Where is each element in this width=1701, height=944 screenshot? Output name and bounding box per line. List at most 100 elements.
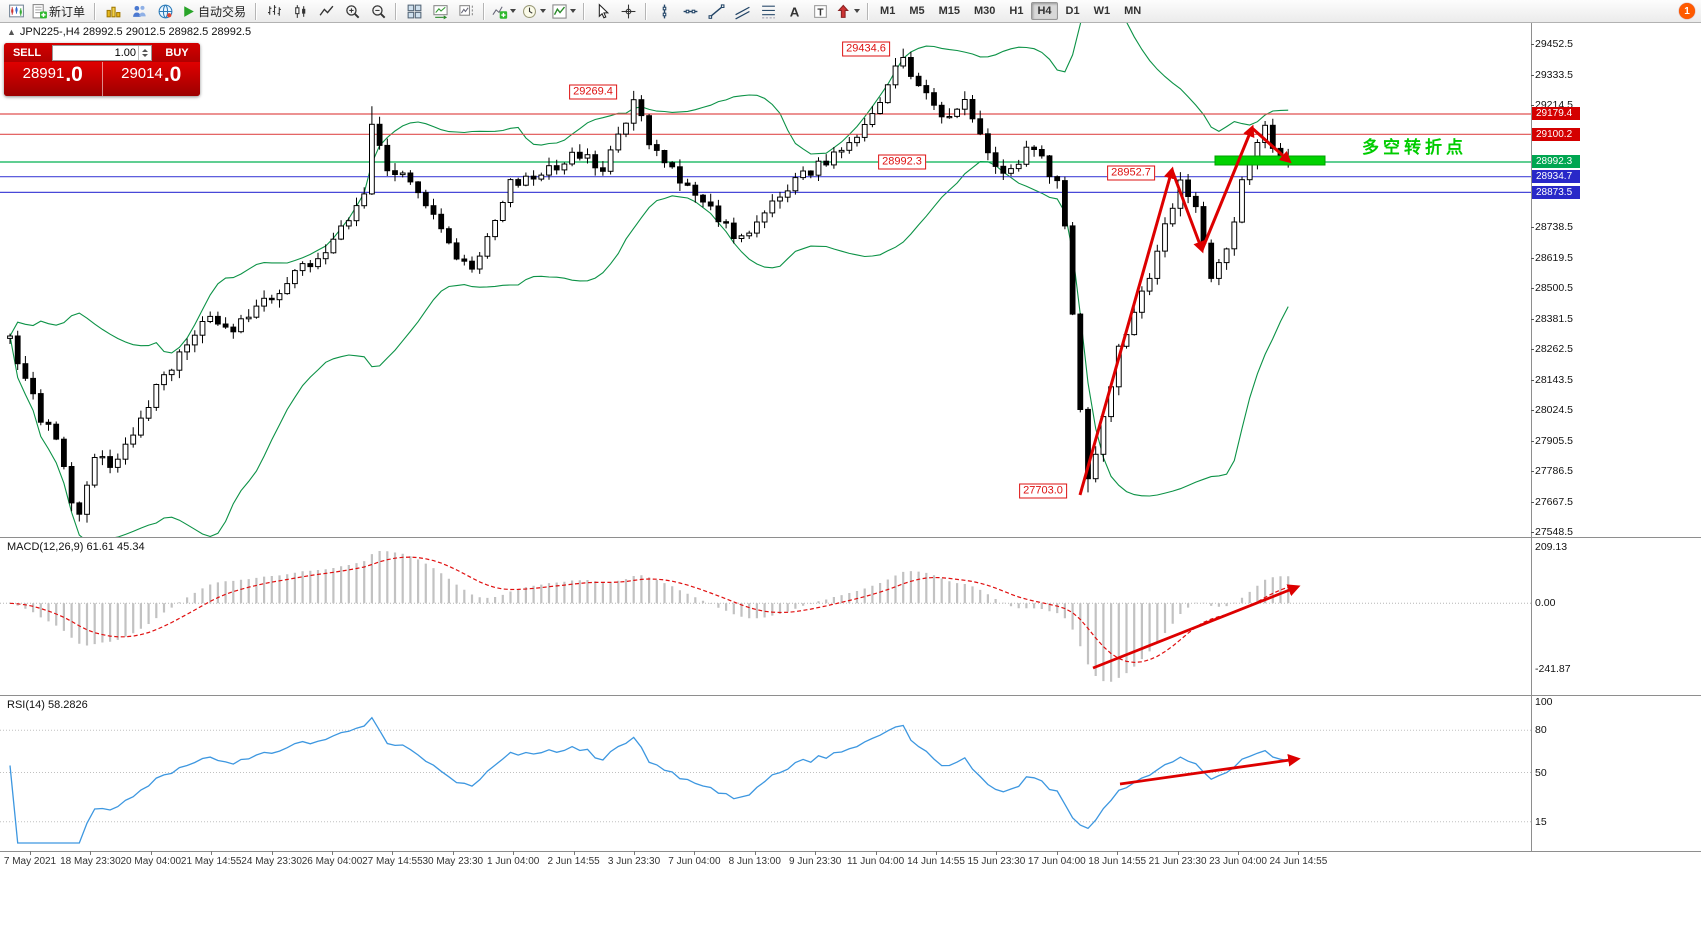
turning-point-annotation[interactable]: 多空转折点 — [1362, 138, 1467, 157]
trade-panel-divider — [101, 62, 103, 96]
zoom-out-button[interactable] — [365, 0, 391, 22]
price-callout-label[interactable]: 28992.3 — [878, 154, 926, 170]
notification-badge[interactable]: 1 — [1679, 3, 1695, 19]
price-axis-tick-mark — [1531, 319, 1534, 320]
time-axis-tick-mark — [90, 851, 92, 855]
time-axis-label: 2 Jun 14:55 — [547, 856, 600, 867]
horizontal-level-lines[interactable] — [0, 113, 1531, 193]
market-watch-button[interactable] — [100, 0, 126, 22]
rsi-trend-arrow[interactable] — [1119, 753, 1301, 786]
svg-text:A: A — [789, 4, 799, 19]
shapes-dropdown-icon[interactable] — [854, 9, 861, 13]
price-axis-tick: 29333.5 — [1535, 68, 1573, 81]
rsi-panel-resize-handle[interactable] — [0, 695, 1701, 696]
price-axis-border — [1531, 23, 1532, 851]
market-watch-icon — [105, 3, 122, 20]
new-order-button[interactable]: 新订单 — [29, 0, 90, 22]
crosshair-icon — [620, 3, 637, 20]
timeframe-m15-button[interactable]: M15 — [938, 5, 960, 17]
timeframe-m5-button[interactable]: M5 — [909, 5, 925, 17]
price-callout-label[interactable]: 28952.7 — [1107, 165, 1155, 181]
one-click-trade-panel[interactable]: SELL 1.00 BUY 28991.0 29014.0 — [4, 43, 200, 96]
buy-label[interactable]: BUY — [165, 46, 189, 59]
chart-window-button[interactable] — [3, 0, 29, 22]
price-axis-tick: 28738.5 — [1535, 221, 1573, 233]
sell-price-button[interactable]: 28991.0 — [4, 62, 102, 96]
price-callout-label[interactable]: 27703.0 — [1019, 483, 1067, 499]
time-axis-label: 24 May 23:30 — [241, 856, 302, 867]
spinner-up-icon[interactable] — [141, 48, 148, 52]
spinner-down-icon[interactable] — [141, 53, 148, 57]
trade-panel-toggle[interactable]: ▲ — [7, 27, 16, 37]
bar-chart-icon — [266, 3, 283, 20]
periods-dropdown-icon[interactable] — [540, 9, 547, 13]
fibonacci-button[interactable] — [755, 0, 781, 22]
rsi-axis-tick: 50 — [1535, 766, 1547, 779]
buy-price-button[interactable]: 29014.0 — [103, 62, 201, 96]
price-axis-tick-mark — [1531, 471, 1534, 472]
sell-label[interactable]: SELL — [12, 46, 42, 59]
indicators-button[interactable] — [549, 0, 579, 22]
chart-shift-icon — [458, 3, 475, 20]
bar-chart-button[interactable] — [261, 0, 287, 22]
timeframe-m30-button[interactable]: M30 — [974, 5, 996, 17]
macd-panel-canvas[interactable] — [0, 538, 1531, 695]
tile-windows-button[interactable] — [401, 0, 427, 22]
toolbar-separator — [645, 2, 648, 20]
cursor-button[interactable] — [589, 0, 615, 22]
channel-button[interactable] — [729, 0, 755, 22]
time-axis-label: 9 Jun 23:30 — [789, 856, 842, 867]
vertical-line-button[interactable] — [651, 0, 677, 22]
volume-value: 1.00 — [114, 46, 136, 59]
horizontal-line-button[interactable] — [677, 0, 703, 22]
timeframe-h4-button[interactable]: H4 — [1031, 2, 1058, 20]
candle-chart-button[interactable] — [287, 0, 313, 22]
rsi-axis-tick: 15 — [1535, 815, 1547, 828]
community-button[interactable] — [152, 0, 178, 22]
toolbar-separator — [94, 2, 97, 20]
macd-indicator-label: MACD(12,26,9) 61.61 45.34 — [7, 541, 145, 553]
new-chart-button[interactable] — [489, 0, 519, 22]
indicators-dropdown-icon[interactable] — [570, 9, 577, 13]
line-chart-button[interactable] — [313, 0, 339, 22]
volume-spinner[interactable] — [138, 45, 150, 60]
timeframe-m1-button[interactable]: M1 — [880, 5, 896, 17]
level-price-label: 28934.7 — [1532, 170, 1580, 184]
price-callout-label[interactable]: 29269.4 — [569, 84, 617, 100]
trend-arrows[interactable] — [1078, 124, 1292, 496]
new-order-label: 新订单 — [49, 4, 86, 19]
time-axis-tick-mark — [211, 851, 213, 855]
macd-trend-arrow[interactable] — [1092, 584, 1301, 670]
label-tool-button[interactable]: T — [807, 0, 833, 22]
auto-scroll-icon — [432, 3, 449, 20]
candle-chart-icon — [292, 3, 309, 20]
macd-panel-resize-handle[interactable] — [0, 537, 1701, 538]
price-callout-label[interactable]: 29434.6 — [842, 41, 890, 57]
price-axis-tick: 28143.5 — [1535, 373, 1573, 386]
level-price-label: 29179.4 — [1532, 107, 1580, 121]
crosshair-button[interactable] — [615, 0, 641, 22]
autotrade-button[interactable]: 自动交易 — [178, 0, 251, 22]
new-chart-dropdown-icon[interactable] — [510, 9, 517, 13]
buy-price-frac: .0 — [163, 63, 182, 86]
periods-button[interactable] — [519, 0, 549, 22]
channel-icon — [734, 3, 751, 20]
price-axis-tick-mark — [1531, 44, 1534, 45]
highlight-bar[interactable] — [1214, 155, 1326, 166]
timeframe-w1-button[interactable]: W1 — [1093, 5, 1111, 17]
label-tool-icon: T — [812, 3, 829, 20]
timeframe-h1-button[interactable]: H1 — [1009, 5, 1024, 17]
text-tool-button[interactable]: A — [781, 0, 807, 22]
timeframe-d1-button[interactable]: D1 — [1065, 5, 1080, 17]
rsi-panel-canvas[interactable] — [0, 696, 1531, 851]
price-chart-canvas[interactable] — [0, 23, 1531, 537]
timeframe-mn-button[interactable]: MN — [1124, 5, 1142, 17]
navigator-button[interactable] — [126, 0, 152, 22]
trendline-button[interactable] — [703, 0, 729, 22]
chart-shift-button[interactable] — [453, 0, 479, 22]
volume-input[interactable]: 1.00 — [52, 44, 152, 61]
zoom-in-button[interactable] — [339, 0, 365, 22]
auto-scroll-button[interactable] — [427, 0, 453, 22]
shapes-button[interactable] — [833, 0, 863, 22]
level-price-label: 29100.2 — [1532, 127, 1580, 141]
